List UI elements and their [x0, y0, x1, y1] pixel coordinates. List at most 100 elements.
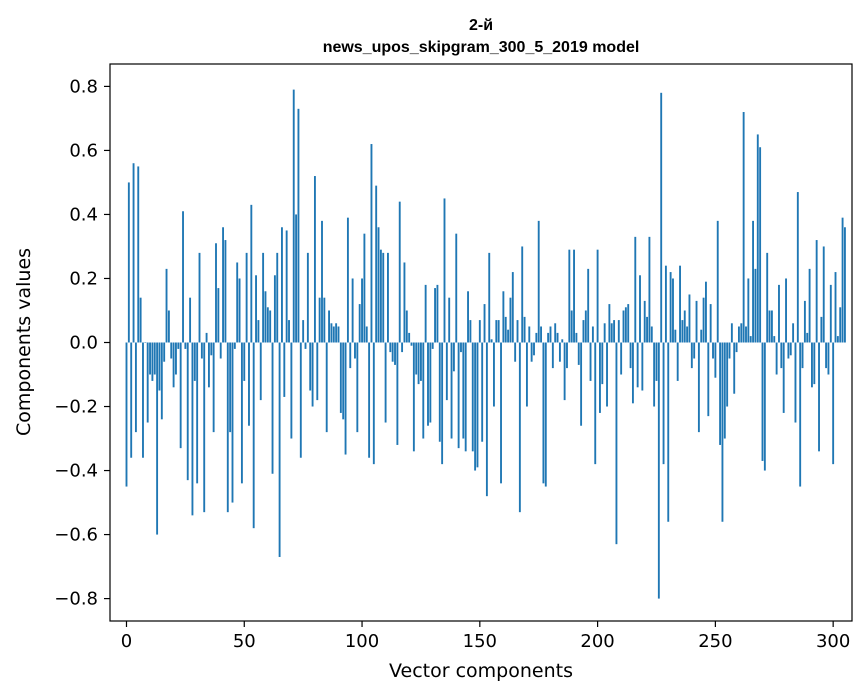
bar — [387, 252, 389, 343]
bar — [516, 320, 519, 343]
bar — [587, 268, 590, 343]
bar — [471, 342, 474, 452]
bar — [278, 342, 281, 557]
bar — [617, 320, 620, 343]
bar — [726, 342, 729, 407]
bar — [330, 323, 333, 343]
bar — [441, 342, 444, 465]
bar — [737, 326, 740, 343]
bar — [563, 342, 566, 401]
bar — [728, 342, 731, 359]
y-tick-label: −0.2 — [54, 397, 98, 418]
bar — [346, 217, 349, 343]
bar — [542, 342, 545, 484]
y-tick-label: 0.2 — [69, 268, 98, 289]
bar — [735, 342, 738, 353]
bar — [599, 342, 601, 413]
bar — [226, 342, 229, 513]
y-tick-label: −0.4 — [54, 461, 98, 482]
bar — [167, 310, 170, 343]
bar — [403, 262, 406, 343]
bar — [646, 316, 648, 343]
bar — [749, 336, 752, 343]
bar — [434, 288, 436, 343]
bar — [761, 342, 764, 461]
bar — [714, 342, 717, 378]
bar — [311, 342, 314, 407]
bar — [391, 342, 394, 362]
x-tick-label: 250 — [698, 631, 732, 652]
bar — [561, 339, 564, 343]
bar — [700, 329, 703, 343]
bar — [799, 342, 802, 487]
bar — [770, 310, 773, 343]
bar — [203, 342, 206, 513]
bar — [514, 342, 517, 362]
bar — [271, 342, 274, 474]
bar — [836, 336, 839, 343]
bar — [606, 342, 608, 407]
bar — [250, 204, 253, 343]
bar — [276, 252, 279, 343]
bar — [264, 291, 267, 343]
bar — [316, 342, 319, 401]
bar — [608, 304, 611, 343]
bar — [723, 342, 726, 439]
chart-title: 2-й — [469, 17, 493, 34]
bar — [523, 316, 526, 343]
x-tick-label: 100 — [345, 631, 379, 652]
bar — [839, 307, 842, 343]
bar — [493, 342, 495, 407]
bar — [488, 252, 491, 343]
bar — [158, 342, 161, 391]
bar — [285, 230, 288, 343]
bar — [733, 342, 736, 394]
bar — [495, 320, 498, 343]
bar — [318, 297, 321, 343]
bar — [688, 294, 691, 343]
bar — [368, 342, 371, 458]
bar — [702, 297, 705, 343]
bar — [245, 252, 248, 343]
bar — [365, 326, 368, 343]
chart-subtitle: news_upos_skipgram_300_5_2019 model — [323, 39, 640, 56]
bar — [707, 342, 710, 417]
bar — [829, 284, 832, 343]
bar — [379, 249, 382, 343]
bar — [438, 342, 441, 442]
bar — [139, 297, 142, 343]
bar — [811, 342, 813, 388]
bar — [551, 342, 554, 369]
bar — [302, 320, 305, 343]
bar — [412, 342, 415, 452]
bar — [792, 323, 795, 343]
bar — [822, 246, 825, 343]
bar — [573, 249, 575, 343]
bar — [775, 342, 778, 375]
bar — [236, 262, 239, 343]
bar — [820, 316, 823, 343]
bar — [370, 144, 373, 343]
bar — [445, 342, 448, 401]
bar — [127, 182, 130, 343]
bar — [462, 342, 465, 439]
bar — [664, 265, 667, 343]
bar — [290, 342, 293, 439]
bar — [252, 342, 255, 529]
bar — [596, 249, 599, 343]
bar — [787, 342, 790, 359]
bar — [540, 326, 542, 343]
bar — [125, 342, 128, 487]
bar — [292, 89, 295, 343]
bar — [269, 310, 272, 343]
bar — [615, 342, 618, 545]
y-tick-label: 0.4 — [69, 204, 98, 225]
bar — [207, 342, 210, 388]
bar — [756, 134, 759, 343]
bar — [134, 342, 137, 433]
bar — [372, 342, 375, 465]
bar — [344, 342, 347, 455]
bar — [766, 252, 769, 343]
bar — [452, 342, 455, 372]
